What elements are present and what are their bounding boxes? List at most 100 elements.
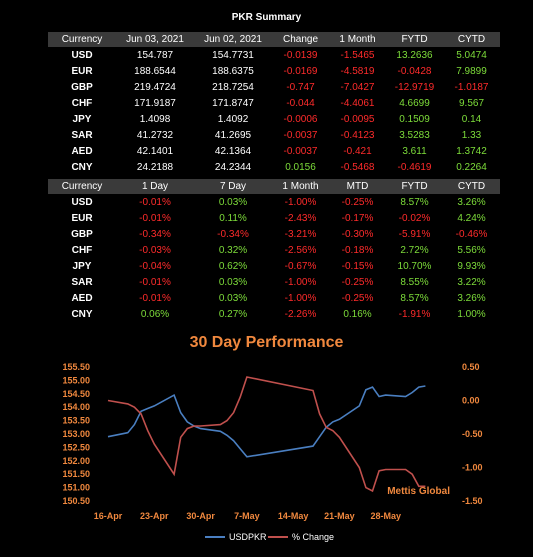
y-right-tick-label: -1.50: [462, 496, 483, 506]
value-cell: 0.03%: [218, 196, 248, 208]
column-header: Jun 03, 2021: [116, 32, 194, 47]
value-cell: -0.25%: [341, 276, 374, 288]
column-header: Currency: [48, 179, 116, 194]
value-cell: 24.2188: [136, 161, 174, 173]
currency-cell: EUR: [71, 65, 93, 77]
column-header: 1 Day: [116, 179, 194, 194]
value-cell: -0.4123: [340, 129, 375, 141]
value-cell: 41.2732: [136, 129, 174, 141]
summary-table: Currency Jun 03, 2021 Jun 02, 2021 Change 1 …: [48, 32, 500, 175]
value-cell: -0.01%: [139, 212, 171, 224]
value-cell: -1.0187: [454, 81, 489, 93]
y-right-tick-label: -1.00: [462, 463, 483, 473]
table-row: CHF -0.03% 0.32% -2.56% -0.18% 2.72% 5.56%: [48, 242, 500, 258]
value-cell: -0.0428: [397, 65, 432, 77]
value-cell: 0.11%: [219, 212, 247, 224]
table-row: EUR 188.6544 188.6375 -0.0169 -4.5819 -0.0428…: [48, 63, 500, 79]
currency-cell: AED: [71, 145, 93, 157]
value-cell: -0.15%: [341, 260, 374, 272]
value-cell: 1.3742: [456, 145, 487, 157]
watermark-label: Mettis Global: [387, 486, 450, 497]
table-row: USD -0.01% 0.03% -1.00% -0.25% 8.57% 3.26%: [48, 194, 500, 210]
x-tick-label: 21-May: [324, 511, 355, 521]
currency-cell: EUR: [71, 212, 93, 224]
currency-cell: USD: [71, 196, 93, 208]
value-cell: 154.787: [136, 49, 174, 61]
value-cell: 218.7254: [212, 81, 254, 93]
y-right-tick-label: 0.00: [462, 396, 480, 406]
table-row: JPY 1.4098 1.4092 -0.0006 -0.0095 0.1509 0.14: [48, 111, 500, 127]
value-cell: -0.01%: [139, 292, 171, 304]
column-header: MTD: [329, 179, 386, 194]
table-row: USD 154.787 154.7731 -0.0139 -1.5465 13.2636 5…: [48, 47, 500, 63]
column-header: Change: [272, 32, 329, 47]
value-cell: -0.0006: [283, 113, 318, 125]
value-cell: 1.00%: [457, 308, 486, 320]
x-tick-label: 30-Apr: [186, 511, 215, 521]
value-cell: -2.56%: [284, 244, 317, 256]
value-cell: -0.46%: [455, 228, 488, 240]
value-cell: 8.57%: [400, 292, 429, 304]
value-cell: 171.8747: [212, 97, 254, 109]
x-tick-label: 23-Apr: [140, 511, 169, 521]
value-cell: -0.18%: [341, 244, 374, 256]
value-cell: -0.02%: [398, 212, 431, 224]
table-row: GBP 219.4724 218.7254 -0.747 -7.0427 -12.9719…: [48, 79, 500, 95]
performance-table-body: USD -0.01% 0.03% -1.00% -0.25% 8.57% 3.26% EUR -…: [48, 194, 500, 322]
currency-cell: CNY: [71, 308, 93, 320]
x-tick-label: 14-May: [278, 511, 309, 521]
value-cell: 0.32%: [218, 244, 248, 256]
value-cell: -1.00%: [284, 196, 317, 208]
value-cell: 1.33: [461, 129, 482, 141]
page-title: PKR Summary: [231, 12, 302, 23]
value-cell: -0.421: [343, 145, 372, 157]
legend-label: % Change: [292, 532, 334, 542]
y-left-tick-label: 154.50: [62, 389, 90, 399]
x-tick-label: 16-Apr: [94, 511, 123, 521]
value-cell: -0.17%: [341, 212, 374, 224]
table-row: CNY 0.06% 0.27% -2.26% 0.16% -1.91% 1.00%: [48, 306, 500, 322]
value-cell: -1.00%: [284, 292, 317, 304]
x-tick-label: 28-May: [370, 511, 401, 521]
value-cell: 188.6544: [134, 65, 176, 77]
value-cell: 0.03%: [218, 276, 248, 288]
table-row: JPY -0.04% 0.62% -0.67% -0.15% 10.70% 9.93%: [48, 258, 500, 274]
y-left-tick-label: 151.00: [62, 483, 90, 493]
y-left-tick-label: 153.50: [62, 416, 90, 426]
value-cell: 4.24%: [457, 212, 486, 224]
value-cell: 5.0474: [456, 49, 487, 61]
y-right-tick-label: 0.50: [462, 362, 480, 372]
pct-change-series-line: [107, 376, 426, 493]
value-cell: 13.2636: [396, 49, 433, 61]
y-left-tick-label: 154.00: [62, 402, 90, 412]
value-cell: -3.21%: [284, 228, 317, 240]
value-cell: -2.26%: [284, 308, 317, 320]
value-cell: 9.567: [458, 97, 485, 109]
value-cell: -7.0427: [340, 81, 375, 93]
usdpkr-series-line: [107, 385, 426, 458]
value-cell: 7.9899: [456, 65, 487, 77]
value-cell: 8.57%: [400, 196, 429, 208]
column-header: 7 Day: [194, 179, 272, 194]
value-cell: 154.7731: [212, 49, 254, 61]
currency-cell: CNY: [71, 161, 93, 173]
value-cell: -0.34%: [217, 228, 249, 240]
value-cell: 0.1509: [399, 113, 430, 125]
value-cell: -0.34%: [139, 228, 171, 240]
column-header: FYTD: [386, 179, 443, 194]
value-cell: 0.06%: [140, 308, 170, 320]
value-cell: -0.4619: [397, 161, 432, 173]
value-cell: -0.04%: [139, 260, 171, 272]
currency-cell: GBP: [71, 228, 93, 240]
value-cell: 0.27%: [218, 308, 248, 320]
summary-table-body: USD 154.787 154.7731 -0.0139 -1.5465 13.2636 5…: [48, 47, 500, 175]
value-cell: -0.044: [286, 97, 315, 109]
value-cell: -1.5465: [340, 49, 375, 61]
performance-header-row: Currency 1 Day 7 Day 1 Month MTD FYTD CYTD: [48, 179, 500, 194]
y-left-tick-label: 151.50: [62, 469, 90, 479]
table-row: CNY 24.2188 24.2344 0.0156 -0.5468 -0.4619 0.2…: [48, 159, 500, 175]
value-cell: -0.67%: [284, 260, 317, 272]
value-cell: -0.25%: [341, 196, 374, 208]
currency-cell: CHF: [71, 244, 93, 256]
